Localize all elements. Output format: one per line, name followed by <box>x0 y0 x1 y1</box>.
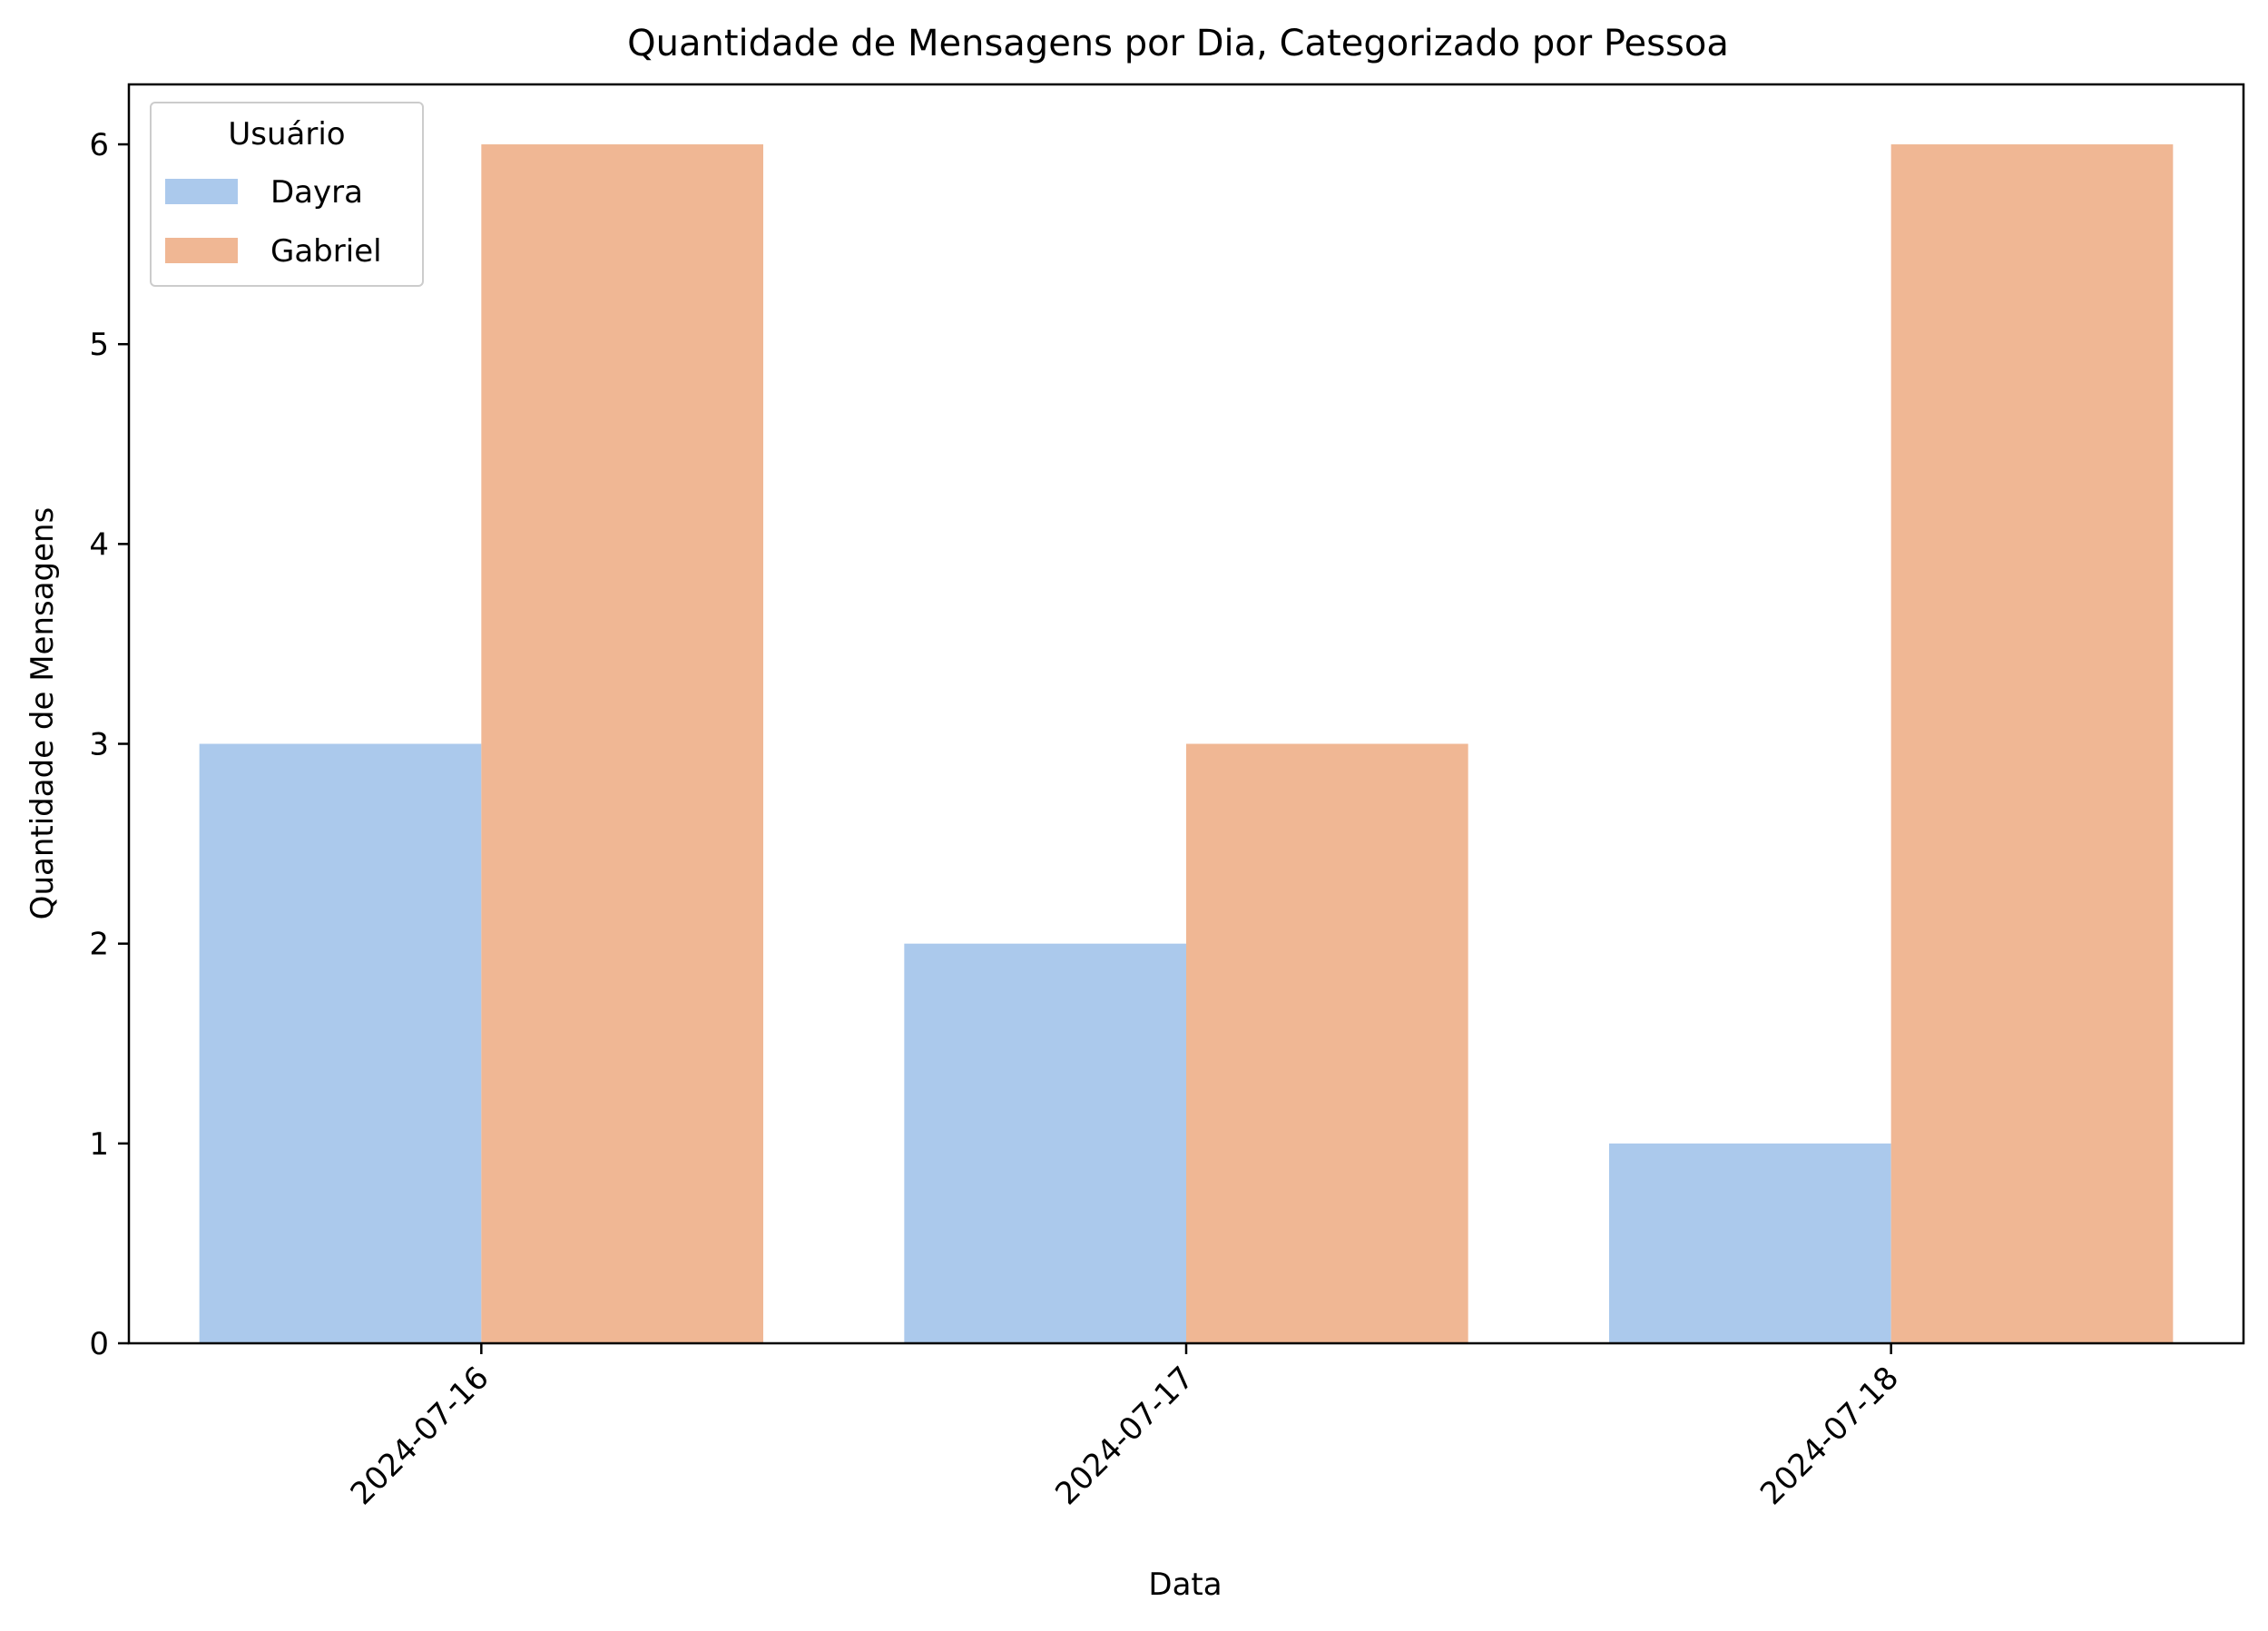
y-tick-label: 4 <box>89 526 109 563</box>
y-tick-label: 6 <box>89 127 109 163</box>
bar-dayra-2024-07-16 <box>199 743 482 1343</box>
bar-gabriel-2024-07-17 <box>1186 743 1468 1343</box>
bar-dayra-2024-07-18 <box>1609 1143 1891 1343</box>
bar-gabriel-2024-07-16 <box>481 144 763 1344</box>
legend-label-dayra: Dayra <box>270 174 363 211</box>
bars-layer <box>199 144 2174 1344</box>
legend-swatch-dayra <box>165 179 238 204</box>
bar-gabriel-2024-07-18 <box>1890 144 2174 1344</box>
legend-swatch-gabriel <box>165 238 238 263</box>
legend-title: Usuário <box>228 116 345 152</box>
y-tick-label: 3 <box>89 727 109 763</box>
y-tick-label: 0 <box>89 1326 109 1362</box>
chart-title: Quantidade de Mensagens por Dia, Categor… <box>627 23 1729 64</box>
y-axis-ticks: 0 1 2 3 4 5 6 <box>89 127 129 1362</box>
bar-dayra-2024-07-17 <box>904 943 1186 1343</box>
legend-label-gabriel: Gabriel <box>270 233 382 270</box>
y-tick-label: 1 <box>89 1126 109 1163</box>
y-tick-label: 2 <box>89 927 109 963</box>
y-axis-label: Quantidade de Mensagens <box>25 507 61 920</box>
legend: Usuário Dayra Gabriel <box>150 102 424 287</box>
y-tick-label: 5 <box>89 327 109 363</box>
x-axis-label: Data <box>1148 1567 1222 1603</box>
